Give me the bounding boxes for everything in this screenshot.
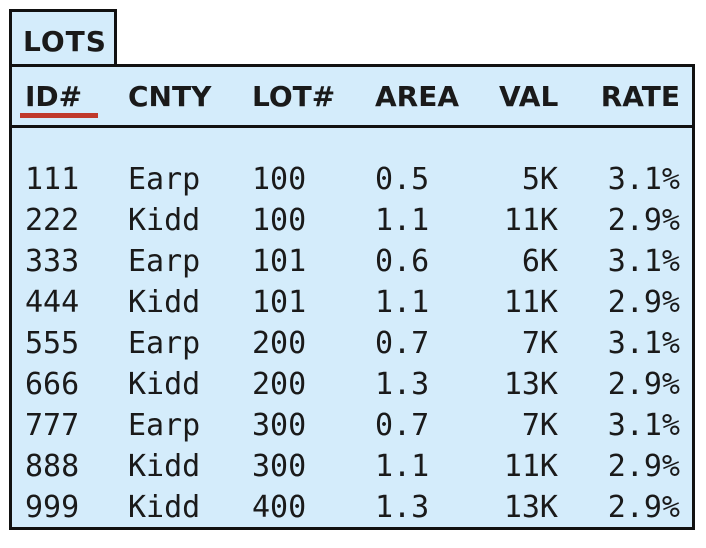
cell-id: 555 — [25, 326, 80, 361]
cell-lot: 200 — [252, 367, 307, 402]
table-row: 999 Kidd 400 1.3 13K 2.9% — [12, 487, 692, 528]
cell-area: 1.1 — [375, 285, 430, 320]
table-row: 777 Earp 300 0.7 7K 3.1% — [12, 405, 692, 446]
cell-rate: 2.9% — [607, 367, 680, 402]
cell-area: 0.7 — [375, 408, 430, 443]
cell-id: 444 — [25, 285, 80, 320]
column-header-area: AREA — [375, 80, 460, 113]
table-title: LOTS — [23, 25, 107, 58]
table-row: 444 Kidd 101 1.1 11K 2.9% — [12, 282, 692, 323]
table-row: 555 Earp 200 0.7 7K 3.1% — [12, 323, 692, 364]
cell-rate: 2.9% — [607, 490, 680, 525]
cell-cnty: Kidd — [128, 449, 201, 484]
cell-rate: 3.1% — [607, 162, 680, 197]
cell-area: 1.1 — [375, 449, 430, 484]
cell-rate: 3.1% — [607, 244, 680, 279]
cell-val: 13K — [503, 367, 558, 402]
cell-id: 333 — [25, 244, 80, 279]
table-row: 333 Earp 101 0.6 6K 3.1% — [12, 241, 692, 282]
column-header-rate: RATE — [600, 80, 680, 113]
column-header-lot: LOT# — [252, 80, 336, 113]
primary-key-underline — [20, 113, 98, 118]
cell-id: 111 — [25, 162, 80, 197]
cell-cnty: Kidd — [128, 490, 201, 525]
cell-cnty: Earp — [128, 162, 201, 197]
cell-val: 5K — [521, 162, 558, 197]
cell-id: 777 — [25, 408, 80, 443]
table-row: 888 Kidd 300 1.1 11K 2.9% — [12, 446, 692, 487]
table-name-tab: LOTS — [9, 9, 117, 67]
cell-cnty: Earp — [128, 408, 201, 443]
cell-lot: 300 — [252, 408, 307, 443]
cell-lot: 200 — [252, 326, 307, 361]
cell-lot: 101 — [252, 285, 307, 320]
cell-cnty: Kidd — [128, 203, 201, 238]
cell-cnty: Earp — [128, 244, 201, 279]
cell-id: 666 — [25, 367, 80, 402]
column-header-id: ID# — [25, 80, 83, 113]
cell-rate: 2.9% — [607, 203, 680, 238]
table-row: 222 Kidd 100 1.1 11K 2.9% — [12, 200, 692, 241]
cell-rate: 3.1% — [607, 326, 680, 361]
cell-lot: 101 — [252, 244, 307, 279]
cell-val: 11K — [503, 285, 558, 320]
table-row: 666 Kidd 200 1.3 13K 2.9% — [12, 364, 692, 405]
cell-area: 0.7 — [375, 326, 430, 361]
cell-lot: 100 — [252, 203, 307, 238]
cell-cnty: Earp — [128, 326, 201, 361]
cell-val: 6K — [521, 244, 558, 279]
lots-table: ID# CNTY LOT# AREA VAL RATE 111 Earp 100 0.… — [9, 64, 695, 530]
cell-area: 1.1 — [375, 203, 430, 238]
cell-area: 1.3 — [375, 367, 430, 402]
cell-val: 7K — [521, 326, 558, 361]
cell-lot: 300 — [252, 449, 307, 484]
cell-lot: 100 — [252, 162, 307, 197]
column-header-val: VAL — [499, 80, 559, 113]
cell-id: 999 — [25, 490, 80, 525]
cell-val: 11K — [503, 449, 558, 484]
table-row: 111 Earp 100 0.5 5K 3.1% — [12, 159, 692, 200]
cell-val: 11K — [503, 203, 558, 238]
table-body: 111 Earp 100 0.5 5K 3.1% 222 Kidd 100 1.1 11K 2.9% 3… — [12, 159, 692, 528]
cell-val: 13K — [503, 490, 558, 525]
cell-id: 222 — [25, 203, 80, 238]
cell-area: 0.6 — [375, 244, 430, 279]
cell-rate: 2.9% — [607, 285, 680, 320]
cell-area: 0.5 — [375, 162, 430, 197]
cell-val: 7K — [521, 408, 558, 443]
column-header-cnty: CNTY — [128, 80, 212, 113]
table-header: ID# CNTY LOT# AREA VAL RATE — [12, 67, 692, 128]
cell-id: 888 — [25, 449, 80, 484]
cell-rate: 3.1% — [607, 408, 680, 443]
cell-lot: 400 — [252, 490, 307, 525]
cell-rate: 2.9% — [607, 449, 680, 484]
cell-cnty: Kidd — [128, 367, 201, 402]
cell-area: 1.3 — [375, 490, 430, 525]
cell-cnty: Kidd — [128, 285, 201, 320]
